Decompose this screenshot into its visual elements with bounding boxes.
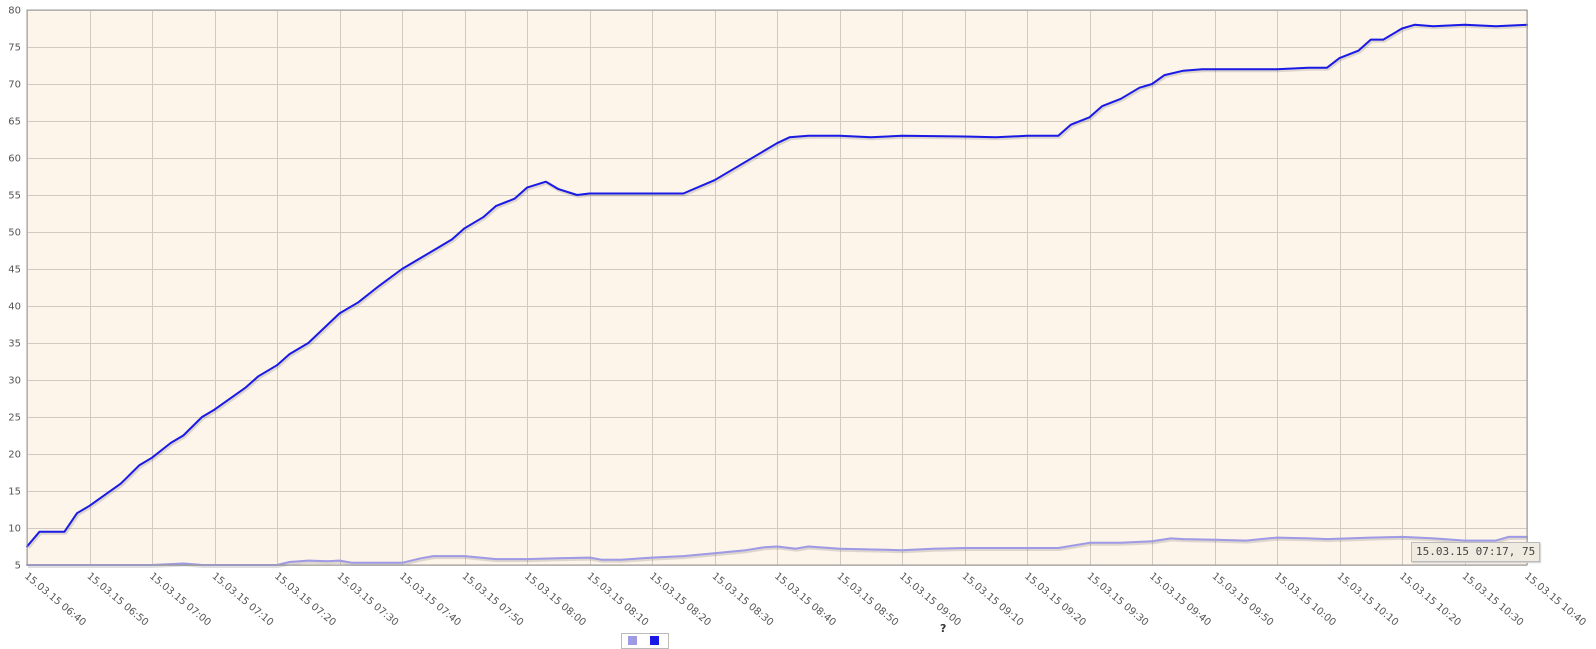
x-tick-label: 15.03.15 07:30 (335, 571, 401, 629)
y-tick-label: 40 (8, 302, 21, 313)
x-tick-label: 15.03.15 08:30 (710, 571, 776, 629)
y-tick-label: 55 (8, 191, 21, 202)
x-tick-label: 15.03.15 09:00 (897, 571, 963, 629)
y-tick-label: 15 (8, 487, 21, 498)
help-icon[interactable]: ? (940, 622, 947, 635)
hover-tooltip: 15.03.15 07:17, 75 (1411, 542, 1541, 562)
y-tick-label: 35 (8, 339, 21, 350)
x-tick-label: 15.03.15 08:00 (522, 571, 588, 629)
x-tick-label: 15.03.15 10:10 (1335, 571, 1401, 629)
y-axis-ticks: 5 10 15 20 25 30 35 40 45 50 55 60 65 70 75 80 (8, 6, 21, 572)
y-tick-label: 30 (8, 376, 21, 387)
x-tick-label: 15.03.15 10:40 (1522, 571, 1588, 629)
series-lines (26, 23, 1529, 568)
y-tick-label: 50 (8, 228, 21, 239)
y-tick-label: 80 (8, 6, 21, 17)
x-tick-label: 15.03.15 07:10 (210, 571, 276, 629)
y-tick-label: 20 (8, 450, 21, 461)
plot-frame (26, 9, 1528, 566)
y-tick-label: 10 (8, 524, 21, 535)
series-line-1 (26, 23, 1528, 548)
x-tick-label: 15.03.15 07:00 (147, 571, 213, 629)
y-tick-label: 70 (8, 80, 21, 91)
x-tick-label: 15.03.15 09:30 (1085, 571, 1151, 629)
y-tick-label: 60 (8, 154, 21, 165)
x-tick-label: 15.03.15 06:50 (85, 571, 151, 629)
x-tick-label: 15.03.15 07:40 (397, 571, 463, 629)
x-tick-label: 15.03.15 09:40 (1147, 571, 1213, 629)
x-tick-label: 15.03.15 10:20 (1397, 571, 1463, 629)
y-tick-label: 75 (8, 43, 21, 54)
legend-item-2[interactable] (650, 636, 662, 646)
x-tick-label: 15.03.15 09:10 (960, 571, 1026, 629)
x-tick-label: 15.03.15 08:20 (647, 571, 713, 629)
y-tick-label: 65 (8, 117, 21, 128)
x-tick-label: 15.03.15 09:50 (1210, 571, 1276, 629)
x-tick-label: 15.03.15 06:40 (22, 571, 88, 629)
x-tick-label: 15.03.15 07:20 (272, 571, 338, 629)
x-tick-label: 15.03.15 08:50 (835, 571, 901, 629)
legend-item-1[interactable] (628, 636, 640, 646)
grid (27, 10, 1528, 566)
legend[interactable] (621, 633, 669, 649)
x-tick-label: 15.03.15 10:30 (1460, 571, 1526, 629)
y-tick-label: 25 (8, 413, 21, 424)
x-tick-label: 15.03.15 07:50 (460, 571, 526, 629)
x-tick-label: 15.03.15 09:20 (1022, 571, 1088, 629)
series-line-2 (26, 535, 1528, 566)
y-tick-label: 45 (8, 265, 21, 276)
y-tick-label: 5 (15, 561, 21, 572)
x-tick-label: 15.03.15 08:10 (585, 571, 651, 629)
x-tick-label: 15.03.15 10:00 (1272, 571, 1338, 629)
x-tick-label: 15.03.15 08:40 (772, 571, 838, 629)
